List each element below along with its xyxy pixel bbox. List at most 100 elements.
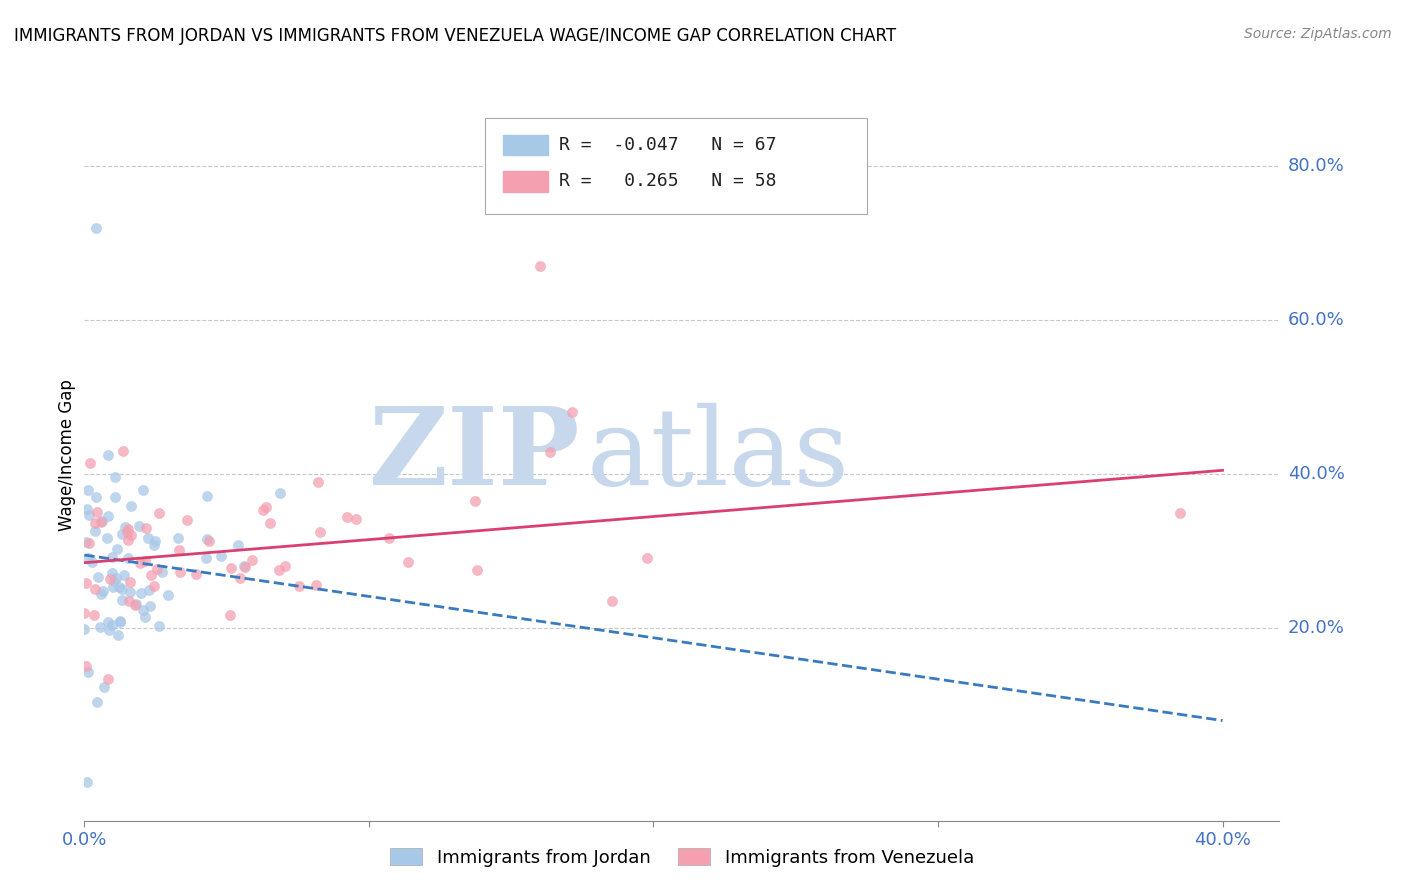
Point	[336, 510, 359, 524]
Point	[346, 512, 368, 526]
Point	[221, 561, 243, 575]
Point	[111, 444, 134, 458]
Point	[105, 541, 128, 556]
Point	[75, 576, 97, 591]
Point	[233, 560, 256, 574]
Text: 40.0%: 40.0%	[1288, 465, 1344, 483]
Text: 80.0%: 80.0%	[1288, 157, 1344, 175]
Point	[79, 536, 101, 550]
Point	[108, 581, 131, 595]
Point	[602, 594, 624, 608]
Point	[128, 518, 150, 533]
Point	[97, 615, 120, 629]
Point	[636, 551, 658, 566]
Point	[117, 522, 139, 536]
Point	[75, 534, 97, 549]
Point	[77, 483, 100, 497]
Point	[108, 614, 131, 628]
Point	[197, 532, 219, 546]
Point	[83, 524, 105, 538]
Point	[378, 531, 401, 545]
Y-axis label: Wage/Income Gap: Wage/Income Gap	[58, 379, 76, 531]
Text: R =  -0.047   N = 67: R = -0.047 N = 67	[558, 136, 776, 153]
Point	[197, 534, 219, 549]
Point	[84, 490, 107, 504]
Point	[464, 493, 486, 508]
Point	[128, 556, 150, 570]
Point	[561, 405, 583, 419]
Point	[131, 603, 153, 617]
Point	[84, 516, 107, 530]
Point	[89, 620, 111, 634]
Point	[156, 588, 179, 602]
Point	[117, 533, 139, 548]
Point	[101, 566, 124, 581]
Point	[184, 566, 207, 581]
Point	[218, 607, 240, 622]
Point	[118, 594, 141, 608]
Point	[169, 565, 191, 579]
Point	[142, 538, 165, 552]
Point	[120, 585, 142, 599]
Point	[145, 533, 167, 548]
Point	[111, 593, 134, 607]
Point	[111, 582, 134, 596]
Point	[93, 680, 115, 694]
Point	[150, 565, 173, 579]
Point	[1168, 506, 1191, 520]
Text: R =   0.265   N = 58: R = 0.265 N = 58	[558, 172, 776, 190]
Point	[134, 609, 156, 624]
Point	[114, 520, 136, 534]
Point	[142, 579, 165, 593]
Point	[529, 260, 551, 274]
Point	[103, 574, 125, 588]
Point	[465, 563, 488, 577]
Point	[226, 538, 249, 552]
Point	[96, 531, 118, 545]
Point	[98, 572, 121, 586]
Point	[84, 220, 107, 235]
Point	[101, 550, 124, 565]
Point	[76, 665, 98, 680]
Point	[139, 599, 162, 613]
Point	[104, 571, 127, 585]
Text: atlas: atlas	[586, 402, 849, 508]
Point	[254, 500, 277, 514]
Text: 20.0%: 20.0%	[1288, 619, 1344, 637]
Bar	[503, 171, 548, 192]
Point	[120, 499, 142, 513]
Point	[115, 524, 138, 539]
Point	[100, 617, 122, 632]
Point	[305, 578, 328, 592]
Bar	[503, 135, 548, 155]
Point	[101, 580, 124, 594]
Point	[79, 456, 101, 470]
Point	[232, 559, 254, 574]
Point	[135, 521, 157, 535]
Point	[83, 582, 105, 597]
Point	[141, 568, 163, 582]
Point	[97, 508, 120, 523]
Point	[79, 508, 101, 522]
Point	[77, 551, 100, 566]
Point	[111, 527, 134, 541]
Point	[90, 514, 112, 528]
Point	[308, 524, 330, 539]
Point	[75, 659, 97, 673]
Text: ZIP: ZIP	[368, 402, 581, 508]
Point	[112, 567, 135, 582]
Point	[90, 516, 112, 530]
Point	[76, 775, 98, 789]
Point	[146, 562, 169, 576]
Point	[195, 489, 218, 503]
Point	[73, 606, 96, 620]
Point	[252, 503, 274, 517]
Text: Source: ZipAtlas.com: Source: ZipAtlas.com	[1244, 27, 1392, 41]
FancyBboxPatch shape	[485, 119, 868, 213]
Point	[134, 554, 156, 568]
Point	[136, 532, 159, 546]
Point	[194, 550, 217, 565]
Point	[83, 607, 105, 622]
Point	[538, 445, 561, 459]
Point	[129, 586, 152, 600]
